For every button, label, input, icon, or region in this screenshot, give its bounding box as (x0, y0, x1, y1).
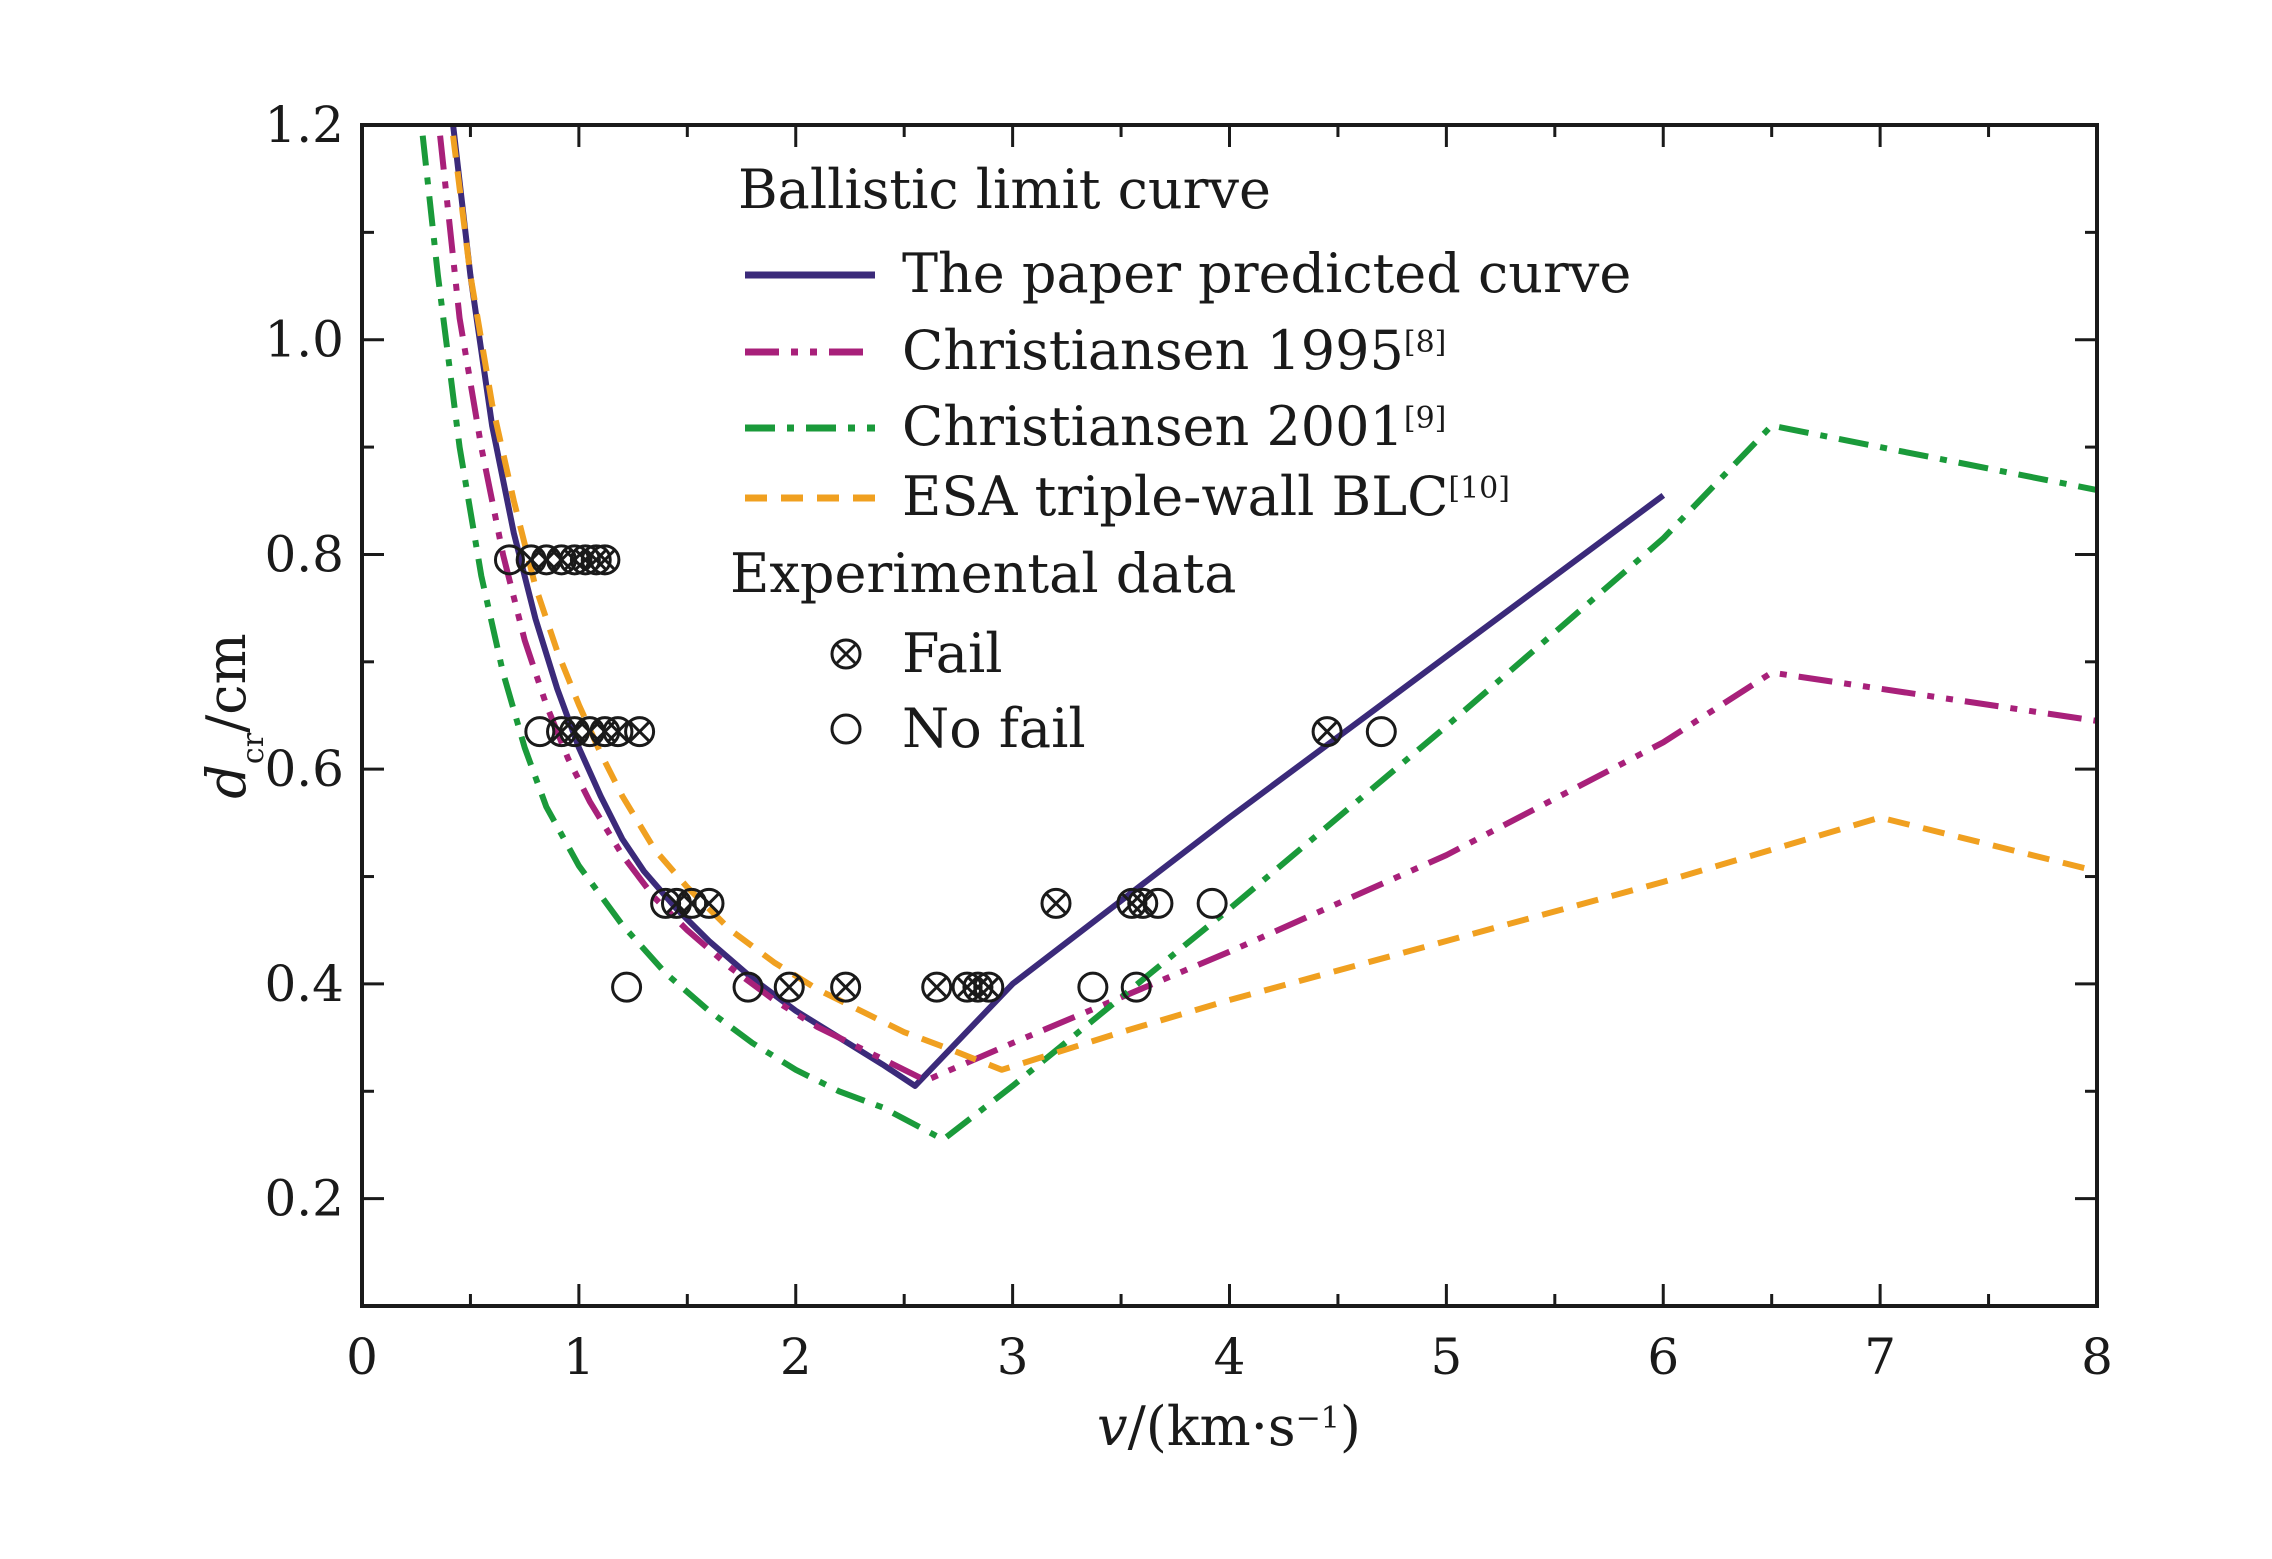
x-tick-label: 0 (346, 1328, 378, 1386)
legend-label-c2001: Christiansen 2001[9] (902, 395, 1446, 458)
x-tick-label: 1 (563, 1328, 595, 1386)
marker-nofail (1365, 716, 1397, 748)
marker-nofail (650, 887, 682, 919)
marker-fail (830, 971, 862, 1003)
marker-nofail (611, 971, 643, 1003)
legend-nofail-marker (830, 713, 862, 745)
marker-fail (602, 716, 634, 748)
y-tick-label: 0.6 (264, 740, 344, 798)
marker-nofail (1077, 971, 1109, 1003)
legend-label-nofail: No fail (902, 697, 1086, 760)
series-line-2 (419, 135, 2097, 1143)
legend-title-blc: Ballistic limit curve (738, 158, 1271, 221)
x-tick-label: 8 (2081, 1328, 2113, 1386)
marker-fail (1311, 716, 1343, 748)
marker-fail (1127, 887, 1159, 919)
x-tick-label: 7 (1864, 1328, 1896, 1386)
x-tick-label: 5 (1430, 1328, 1462, 1386)
series-line-1 (437, 135, 2097, 1084)
legend-fail-marker (830, 638, 862, 670)
marker-fail (580, 544, 612, 576)
experimental-markers (493, 544, 1397, 1003)
marker-nofail (493, 544, 525, 576)
marker-fail (693, 887, 725, 919)
marker-fail (1040, 887, 1072, 919)
marker-nofail (732, 971, 764, 1003)
legend-label-fail: Fail (902, 622, 1003, 685)
y-tick-label: 1.0 (264, 311, 344, 369)
y-tick-label: 0.4 (264, 955, 344, 1013)
marker-fail (1116, 887, 1148, 919)
marker-fail (589, 544, 621, 576)
plot-frame (360, 123, 2099, 1308)
legend-label-c1995: Christiansen 1995[8] (902, 319, 1446, 382)
marker-fail (921, 971, 953, 1003)
x-tick-labels: 0 1 2 3 4 5 6 7 8 (346, 1328, 2113, 1386)
legend-label-esa: ESA triple-wall BLC[10] (902, 465, 1510, 528)
x-tick-label: 2 (780, 1328, 812, 1386)
marker-fail (962, 971, 994, 1003)
marker-fail (951, 971, 983, 1003)
x-tick-label: 6 (1647, 1328, 1679, 1386)
marker-fail (973, 971, 1005, 1003)
marker-fail (559, 544, 591, 576)
x-tick-label: 3 (997, 1328, 1029, 1386)
legend: Ballistic limit curve The paper predicte… (730, 158, 1631, 760)
marker-fail (624, 716, 656, 748)
marker-nofail (524, 716, 556, 748)
series-line-0 (450, 125, 1666, 1089)
y-tick-label: 0.8 (264, 525, 344, 583)
marker-fail (773, 971, 805, 1003)
y-tick-label: 1.2 (264, 96, 344, 154)
legend-title-experimental: Experimental data (730, 542, 1236, 605)
marker-nofail (1120, 971, 1152, 1003)
y-axis-title: dcr/cm (195, 633, 271, 798)
x-axis-title: v/(km·s−1) (1097, 1395, 1361, 1458)
x-tick-label: 4 (1214, 1328, 1246, 1386)
marker-nofail (1196, 887, 1228, 919)
y-tick-labels: 0.2 0.4 0.6 0.8 1.0 1.2 (264, 96, 344, 1228)
legend-label-paper: The paper predicted curve (902, 242, 1631, 305)
y-tick-label: 0.2 (264, 1170, 344, 1228)
